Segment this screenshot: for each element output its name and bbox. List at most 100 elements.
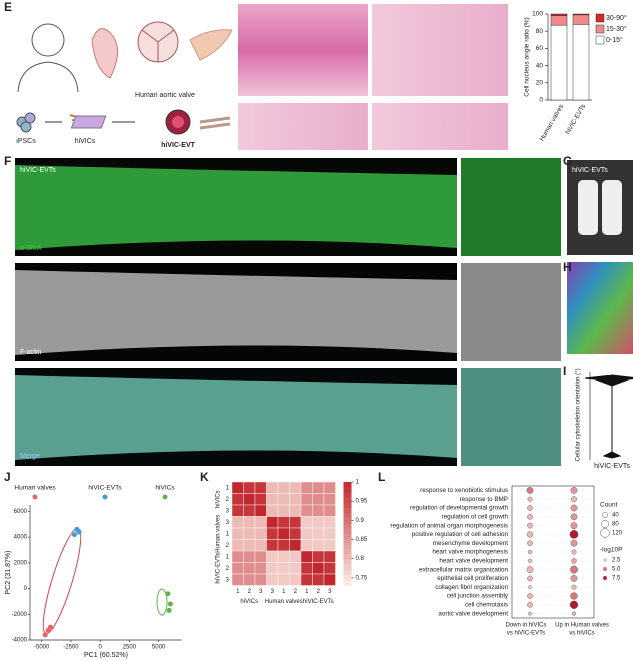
heatmap-cell <box>323 481 336 494</box>
point <box>167 601 173 607</box>
row-label: 3 <box>226 577 230 583</box>
legend-label: hiVICs <box>155 485 175 492</box>
dot <box>570 592 578 600</box>
panel-letter: G <box>563 154 572 168</box>
image-label: F-actin <box>20 349 42 356</box>
heatmap-cell <box>289 504 302 517</box>
col-label: 2 <box>248 589 252 595</box>
colorbar-label: 0.85 <box>356 537 368 543</box>
legend-dot <box>601 520 609 528</box>
dot <box>570 522 578 529</box>
schematic-label: hiVICs <box>75 138 96 145</box>
legend-swatch <box>595 35 605 45</box>
heatmap-cell <box>277 481 290 494</box>
image-label: Merge <box>20 453 40 460</box>
heatmap-cell <box>231 550 244 563</box>
x-tick-label: -2500 <box>63 645 79 651</box>
heatmap-cell <box>254 539 267 552</box>
heatmap-cell <box>277 573 290 586</box>
term-label: heart valve development <box>439 557 508 564</box>
heatmap-cell <box>266 504 279 517</box>
x-tick-label: hiVIC-EVTs <box>565 103 588 136</box>
legend-label: 7.5 <box>612 576 621 582</box>
x-tick-label: Human valves <box>539 103 566 143</box>
heatmap-cell <box>312 516 325 529</box>
heatmap-cell <box>277 504 290 517</box>
legend-dot <box>602 512 608 518</box>
legend-label: 120 <box>612 531 623 537</box>
heatmap-cell <box>243 539 256 552</box>
legend-title: Count <box>600 502 618 509</box>
colorbar-step <box>343 513 352 519</box>
panel-letter: F <box>4 154 11 168</box>
heatmap-cell <box>312 493 325 506</box>
colorbar-label: 0.8 <box>356 556 365 562</box>
legend-dot <box>603 576 607 580</box>
colorbar-step <box>343 523 352 530</box>
x-tick-label: -5000 <box>34 645 50 651</box>
colorbar-step <box>343 482 352 488</box>
cluster-ellipse <box>42 527 82 635</box>
dot <box>571 558 577 564</box>
heatmap-cell <box>323 539 336 552</box>
column-label: Down in hiVICs <box>505 623 546 629</box>
col-label: 2 <box>317 589 321 595</box>
heatmap-cell <box>266 527 279 540</box>
axis-label: Cell nucleus angle ratio (%) <box>524 17 531 96</box>
bar-segment <box>550 24 568 101</box>
heatmap-cell <box>243 562 256 575</box>
column-label: Up in Human valves <box>555 623 609 629</box>
colorbar-step <box>343 544 352 550</box>
term-label: regulation of animal organ morphogenesis <box>390 522 508 529</box>
schematic-label: Human aortic valve <box>135 92 195 99</box>
term-label: positive regulation of cell adhesion <box>412 531 509 538</box>
heatmap-cell <box>266 493 279 506</box>
dot <box>527 514 533 520</box>
y-tick-label: 100 <box>532 11 543 18</box>
dot <box>570 504 578 512</box>
legend-dot <box>32 494 38 500</box>
legend-label: 15-30° <box>606 25 627 33</box>
point <box>165 591 171 597</box>
colorbar-step <box>343 518 352 524</box>
dot <box>571 549 577 555</box>
column-label: vs hiVIC-EVTs <box>507 631 545 637</box>
row-label: 3 <box>226 508 230 514</box>
y-tick-label: 6000 <box>14 509 28 515</box>
dot <box>527 558 533 563</box>
y-tick-label: -2000 <box>12 612 28 618</box>
legend-title: -log10P <box>600 547 622 554</box>
heatmap-cell <box>243 527 256 540</box>
heatmap-cell <box>243 550 256 563</box>
colorbar-step <box>343 564 352 571</box>
heatmap-cell <box>312 539 325 552</box>
y-tick-label: 40 <box>536 62 544 69</box>
axis-label: PC2 (31.87%) <box>5 551 12 595</box>
heatmap-cell <box>266 562 279 575</box>
heatmap-cell <box>277 550 290 563</box>
dot <box>527 602 533 608</box>
row-label: 3 <box>226 520 230 526</box>
panel-letter: H <box>563 260 572 274</box>
dot <box>570 565 578 574</box>
heatmap-cell <box>254 516 267 529</box>
colorbar-step <box>343 554 352 561</box>
dot <box>527 540 533 546</box>
row-label: 2 <box>226 497 230 503</box>
dot <box>527 496 533 502</box>
colorbar-step <box>343 575 352 581</box>
heatmap-cell <box>312 550 325 563</box>
schematic-label: hiVIC-EVT <box>161 142 196 149</box>
heatmap-cell <box>254 562 267 575</box>
term-label: response to xenobiotic stimulus <box>420 487 508 494</box>
heatmap-cell <box>254 504 267 517</box>
dot <box>571 496 577 503</box>
row-label: 1 <box>226 485 230 491</box>
heatmap-cell <box>300 481 313 494</box>
heatmap-cell <box>323 527 336 540</box>
y-tick-label: 20 <box>536 80 544 87</box>
colorbar-label: 0.95 <box>356 499 368 505</box>
heatmap-cell <box>231 562 244 575</box>
heatmap-cell <box>277 516 290 529</box>
